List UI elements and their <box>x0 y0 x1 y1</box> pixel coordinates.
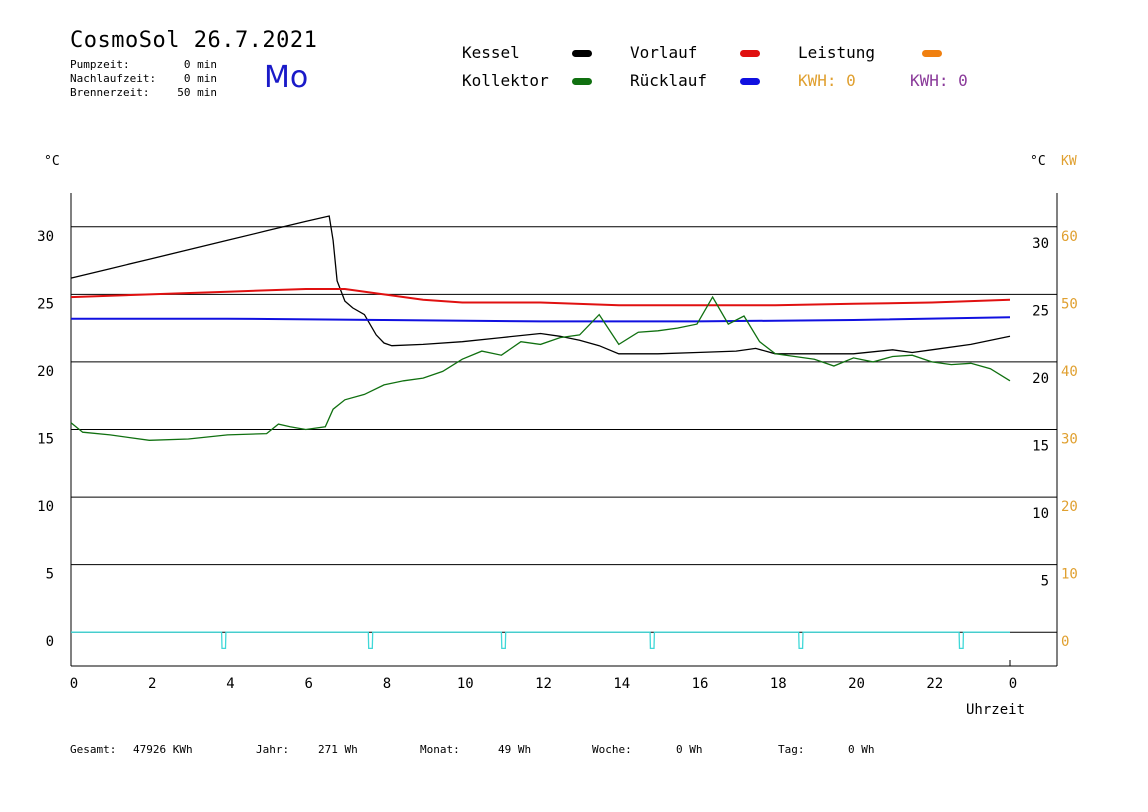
series-line-vorlauf <box>70 288 1011 307</box>
left-axis-unit: °C <box>44 154 60 169</box>
chart-title: CosmoSol 26.7.2021 <box>70 28 318 53</box>
y-tick-right-kw: 50 <box>1061 296 1078 312</box>
footer-woche-label: Woche: <box>592 743 632 756</box>
y-tick-right-c: 30 <box>1032 236 1049 252</box>
legend-kessel-label: Kessel <box>462 43 520 62</box>
x-tick-label: 0 <box>70 676 78 692</box>
stat-pumpzeit-label: Pumpzeit: <box>70 58 130 71</box>
y-tick-left: 30 <box>37 229 54 245</box>
stat-brennerzeit-value: 50 min <box>177 86 217 99</box>
x-tick-label: 8 <box>383 676 391 692</box>
right-axis-unit-kw: KW <box>1061 154 1077 169</box>
right-axis-unit-c: °C <box>1030 154 1046 169</box>
x-tick-label: 6 <box>305 676 313 692</box>
tick-labels: 0 2 4 6 8 10 12 14 16 18 20 22 0 0 5 10 15 20 25 30 5 10 15 20 2… <box>37 229 1078 692</box>
footer-jahr-label: Jahr: <box>256 743 290 756</box>
x-tick-label: 0 <box>1009 676 1017 692</box>
y-tick-left: 0 <box>46 634 54 650</box>
x-tick-label: 22 <box>926 676 943 692</box>
footer-monat-label: Monat: <box>420 743 460 756</box>
legend-kessel-swatch <box>572 50 592 57</box>
series-line-kollektor <box>70 295 1011 441</box>
legend-leistung-swatch <box>922 50 942 57</box>
legend-vorlauf-swatch <box>740 50 760 57</box>
y-tick-right-c: 15 <box>1032 439 1049 455</box>
x-axis-label: Uhrzeit <box>966 702 1026 718</box>
y-tick-left: 15 <box>37 432 54 448</box>
x-tick-label: 18 <box>770 676 787 692</box>
footer-gesamt-value: 47926 KWh <box>133 743 193 756</box>
y-tick-left: 10 <box>37 499 54 515</box>
legend-kwh-1: KWH: 0 <box>798 71 856 90</box>
y-tick-right-kw: 30 <box>1061 432 1078 448</box>
y-tick-left: 25 <box>37 296 54 312</box>
series-lines <box>70 215 1011 650</box>
x-tick-label: 16 <box>692 676 709 692</box>
legend-ruecklauf-label: Rücklauf <box>630 71 708 90</box>
y-tick-left: 5 <box>46 567 54 583</box>
footer-jahr-value: 271 Wh <box>318 743 358 756</box>
axes <box>70 193 1058 667</box>
legend-kollektor-label: Kollektor <box>462 71 549 90</box>
x-tick-label: 10 <box>457 676 474 692</box>
series-line-kessel <box>70 215 1011 355</box>
footer-monat-value: 49 Wh <box>498 743 532 756</box>
y-tick-right-c: 5 <box>1041 574 1049 590</box>
y-tick-right-kw: 0 <box>1061 634 1069 650</box>
weekday-label: Mo <box>264 60 309 95</box>
y-tick-right-c: 20 <box>1032 371 1049 387</box>
footer-gesamt-label: Gesamt: <box>70 743 117 756</box>
y-tick-right-kw: 20 <box>1061 499 1078 515</box>
series-line-ruecklauf <box>71 316 1011 323</box>
grid-lines <box>71 226 1057 633</box>
y-tick-left: 20 <box>37 364 54 380</box>
legend-kwh-2: KWH: 0 <box>910 71 968 90</box>
footer-woche-value: 0 Wh <box>676 743 703 756</box>
stat-brennerzeit-label: Brennerzeit: <box>70 86 150 99</box>
footer-tag-label: Tag: <box>778 743 805 756</box>
y-tick-right-c: 25 <box>1032 303 1049 319</box>
stat-pumpzeit-value: 0 min <box>183 58 217 71</box>
x-tick-label: 12 <box>535 676 552 692</box>
legend-vorlauf-label: Vorlauf <box>630 43 698 62</box>
y-tick-right-c: 10 <box>1032 506 1049 522</box>
x-tick-label: 14 <box>613 676 630 692</box>
legend-leistung-label: Leistung <box>798 43 876 62</box>
x-tick-label: 4 <box>226 676 234 692</box>
stat-nachlaufzeit-value: 0 min <box>183 72 217 85</box>
x-tick-label: 20 <box>848 676 865 692</box>
x-tick-label: 2 <box>148 676 156 692</box>
y-tick-right-kw: 10 <box>1061 567 1078 583</box>
y-tick-right-kw: 60 <box>1061 229 1078 245</box>
footer-tag-value: 0 Wh <box>848 743 875 756</box>
legend-kollektor-swatch <box>572 78 592 85</box>
series-line-leistung <box>71 631 1010 650</box>
stat-nachlaufzeit-label: Nachlaufzeit: <box>70 72 157 85</box>
legend-ruecklauf-swatch <box>740 78 760 85</box>
y-tick-right-kw: 40 <box>1061 364 1078 380</box>
